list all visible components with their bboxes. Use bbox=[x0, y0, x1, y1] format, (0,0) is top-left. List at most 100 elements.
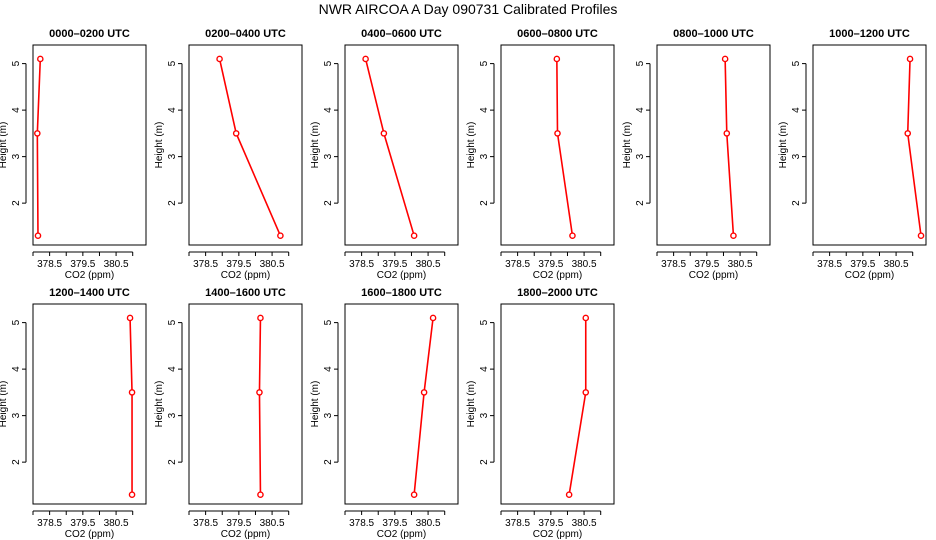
x-tick-label: 380.5 bbox=[572, 259, 597, 270]
panel-title: 1200–1400 UTC bbox=[49, 287, 130, 299]
y-axis-label: Height (m) bbox=[0, 381, 9, 428]
x-tick-label: 379.5 bbox=[70, 259, 95, 270]
data-point bbox=[232, 130, 240, 137]
data-point bbox=[723, 130, 731, 137]
y-tick-label: 2 bbox=[11, 459, 22, 465]
x-axis-label: CO2 (ppm) bbox=[689, 270, 738, 281]
y-tick-label: 5 bbox=[635, 60, 646, 66]
x-tick-label: 379.5 bbox=[382, 518, 407, 529]
y-tick-label: 4 bbox=[635, 107, 646, 113]
data-point bbox=[553, 55, 561, 63]
x-tick-label: 378.5 bbox=[505, 259, 530, 270]
profile-line bbox=[724, 58, 735, 236]
profile-line bbox=[364, 58, 415, 236]
y-axis-label: Height (m) bbox=[310, 381, 321, 428]
x-tick-label: 379.5 bbox=[694, 259, 719, 270]
x-axis-label: CO2 (ppm) bbox=[377, 529, 426, 540]
y-tick-label: 5 bbox=[11, 319, 22, 325]
y-tick-label: 2 bbox=[635, 200, 646, 206]
y-tick-label: 5 bbox=[479, 319, 490, 325]
x-tick-label: 378.5 bbox=[349, 259, 374, 270]
x-tick-label: 378.5 bbox=[193, 518, 218, 529]
data-point bbox=[582, 314, 590, 322]
y-tick-label: 2 bbox=[479, 200, 490, 206]
y-tick-label: 5 bbox=[323, 60, 334, 66]
x-axis-label: CO2 (ppm) bbox=[221, 529, 270, 540]
data-point bbox=[216, 55, 223, 63]
y-tick-label: 4 bbox=[479, 107, 490, 113]
y-axis-label: Height (m) bbox=[466, 381, 477, 428]
y-tick-label: 5 bbox=[11, 60, 22, 66]
y-axis-label: Height (m) bbox=[310, 122, 321, 169]
x-tick-label: 378.5 bbox=[349, 518, 374, 529]
plot-frame bbox=[188, 303, 303, 505]
x-tick-label: 378.5 bbox=[661, 259, 686, 270]
data-point bbox=[128, 389, 136, 396]
data-point bbox=[904, 130, 912, 137]
x-tick-label: 378.5 bbox=[37, 518, 62, 529]
y-tick-label: 3 bbox=[323, 412, 334, 418]
x-tick-label: 380.5 bbox=[104, 259, 129, 270]
x-tick-label: 379.5 bbox=[226, 518, 251, 529]
data-point bbox=[256, 389, 263, 396]
profile-line bbox=[556, 58, 574, 236]
y-tick-label: 2 bbox=[11, 200, 22, 206]
x-tick-label: 380.5 bbox=[884, 259, 909, 270]
x-tick-label: 379.5 bbox=[226, 259, 251, 270]
y-axis-label: Height (m) bbox=[154, 381, 165, 428]
y-tick-label: 3 bbox=[479, 412, 490, 418]
data-point bbox=[554, 130, 561, 137]
y-tick-label: 4 bbox=[11, 366, 22, 372]
x-tick-label: 379.5 bbox=[850, 259, 875, 270]
y-tick-label: 2 bbox=[167, 459, 178, 465]
x-tick-label: 380.5 bbox=[572, 518, 597, 529]
data-point bbox=[721, 55, 729, 63]
profile-line bbox=[258, 317, 262, 495]
plot-frame bbox=[812, 44, 927, 246]
x-tick-label: 378.5 bbox=[505, 518, 530, 529]
x-tick-label: 380.5 bbox=[260, 518, 285, 529]
panel-title: 1600–1800 UTC bbox=[361, 287, 442, 299]
data-point bbox=[128, 491, 136, 498]
y-tick-label: 2 bbox=[323, 459, 334, 465]
plot-frame bbox=[344, 44, 459, 246]
data-point bbox=[34, 232, 42, 239]
x-tick-label: 379.5 bbox=[538, 518, 563, 529]
data-point bbox=[277, 232, 284, 239]
x-axis-label: CO2 (ppm) bbox=[533, 529, 582, 540]
y-tick-label: 3 bbox=[167, 153, 178, 159]
panel-title: 0800–1000 UTC bbox=[673, 28, 754, 40]
y-tick-label: 3 bbox=[11, 153, 22, 159]
data-point bbox=[582, 389, 590, 396]
panel-title: 0200–0400 UTC bbox=[205, 28, 286, 40]
x-axis-label: CO2 (ppm) bbox=[221, 270, 270, 281]
data-point bbox=[429, 314, 437, 322]
profile-line bbox=[218, 58, 282, 237]
x-tick-label: 378.5 bbox=[37, 259, 62, 270]
profile-line bbox=[36, 58, 42, 236]
data-point bbox=[257, 314, 264, 322]
plot-frame bbox=[188, 44, 303, 246]
figure-title: NWR AIRCOA A Day 090731 Calibrated Profi… bbox=[318, 1, 618, 17]
y-tick-label: 3 bbox=[635, 153, 646, 159]
data-point bbox=[917, 232, 925, 239]
panel-title: 1000–1200 UTC bbox=[829, 28, 910, 40]
data-point bbox=[569, 232, 576, 239]
y-axis-label: Height (m) bbox=[154, 122, 165, 169]
x-tick-label: 378.5 bbox=[817, 259, 842, 270]
data-point bbox=[380, 130, 388, 137]
data-point bbox=[730, 232, 737, 239]
y-axis-label: Height (m) bbox=[0, 122, 9, 169]
data-point bbox=[362, 55, 369, 63]
data-point bbox=[420, 389, 428, 396]
x-tick-label: 379.5 bbox=[382, 259, 407, 270]
